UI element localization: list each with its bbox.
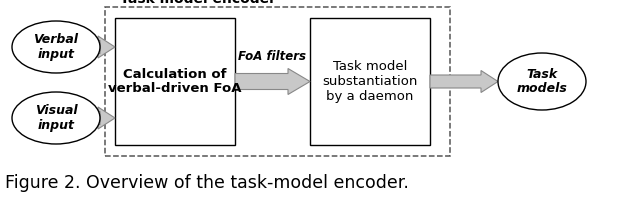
- FancyArrow shape: [98, 107, 115, 129]
- FancyBboxPatch shape: [115, 18, 235, 145]
- FancyBboxPatch shape: [310, 18, 430, 145]
- Text: Task
models: Task models: [516, 68, 568, 96]
- FancyArrow shape: [98, 36, 115, 58]
- Ellipse shape: [12, 92, 100, 144]
- Text: FoA filters: FoA filters: [238, 50, 307, 64]
- Text: Figure 2. Overview of the task-model encoder.: Figure 2. Overview of the task-model enc…: [5, 174, 409, 192]
- Text: Task model encoder: Task model encoder: [120, 0, 276, 6]
- Ellipse shape: [12, 21, 100, 73]
- Text: Verbal
input: Verbal input: [33, 33, 78, 61]
- Text: Visual
input: Visual input: [35, 104, 77, 132]
- FancyArrow shape: [430, 70, 498, 92]
- Text: Task model
substantiation
by a daemon: Task model substantiation by a daemon: [322, 60, 418, 103]
- Ellipse shape: [498, 53, 586, 110]
- FancyArrow shape: [235, 68, 310, 94]
- Text: Calculation of
verbal-driven FoA: Calculation of verbal-driven FoA: [108, 68, 242, 96]
